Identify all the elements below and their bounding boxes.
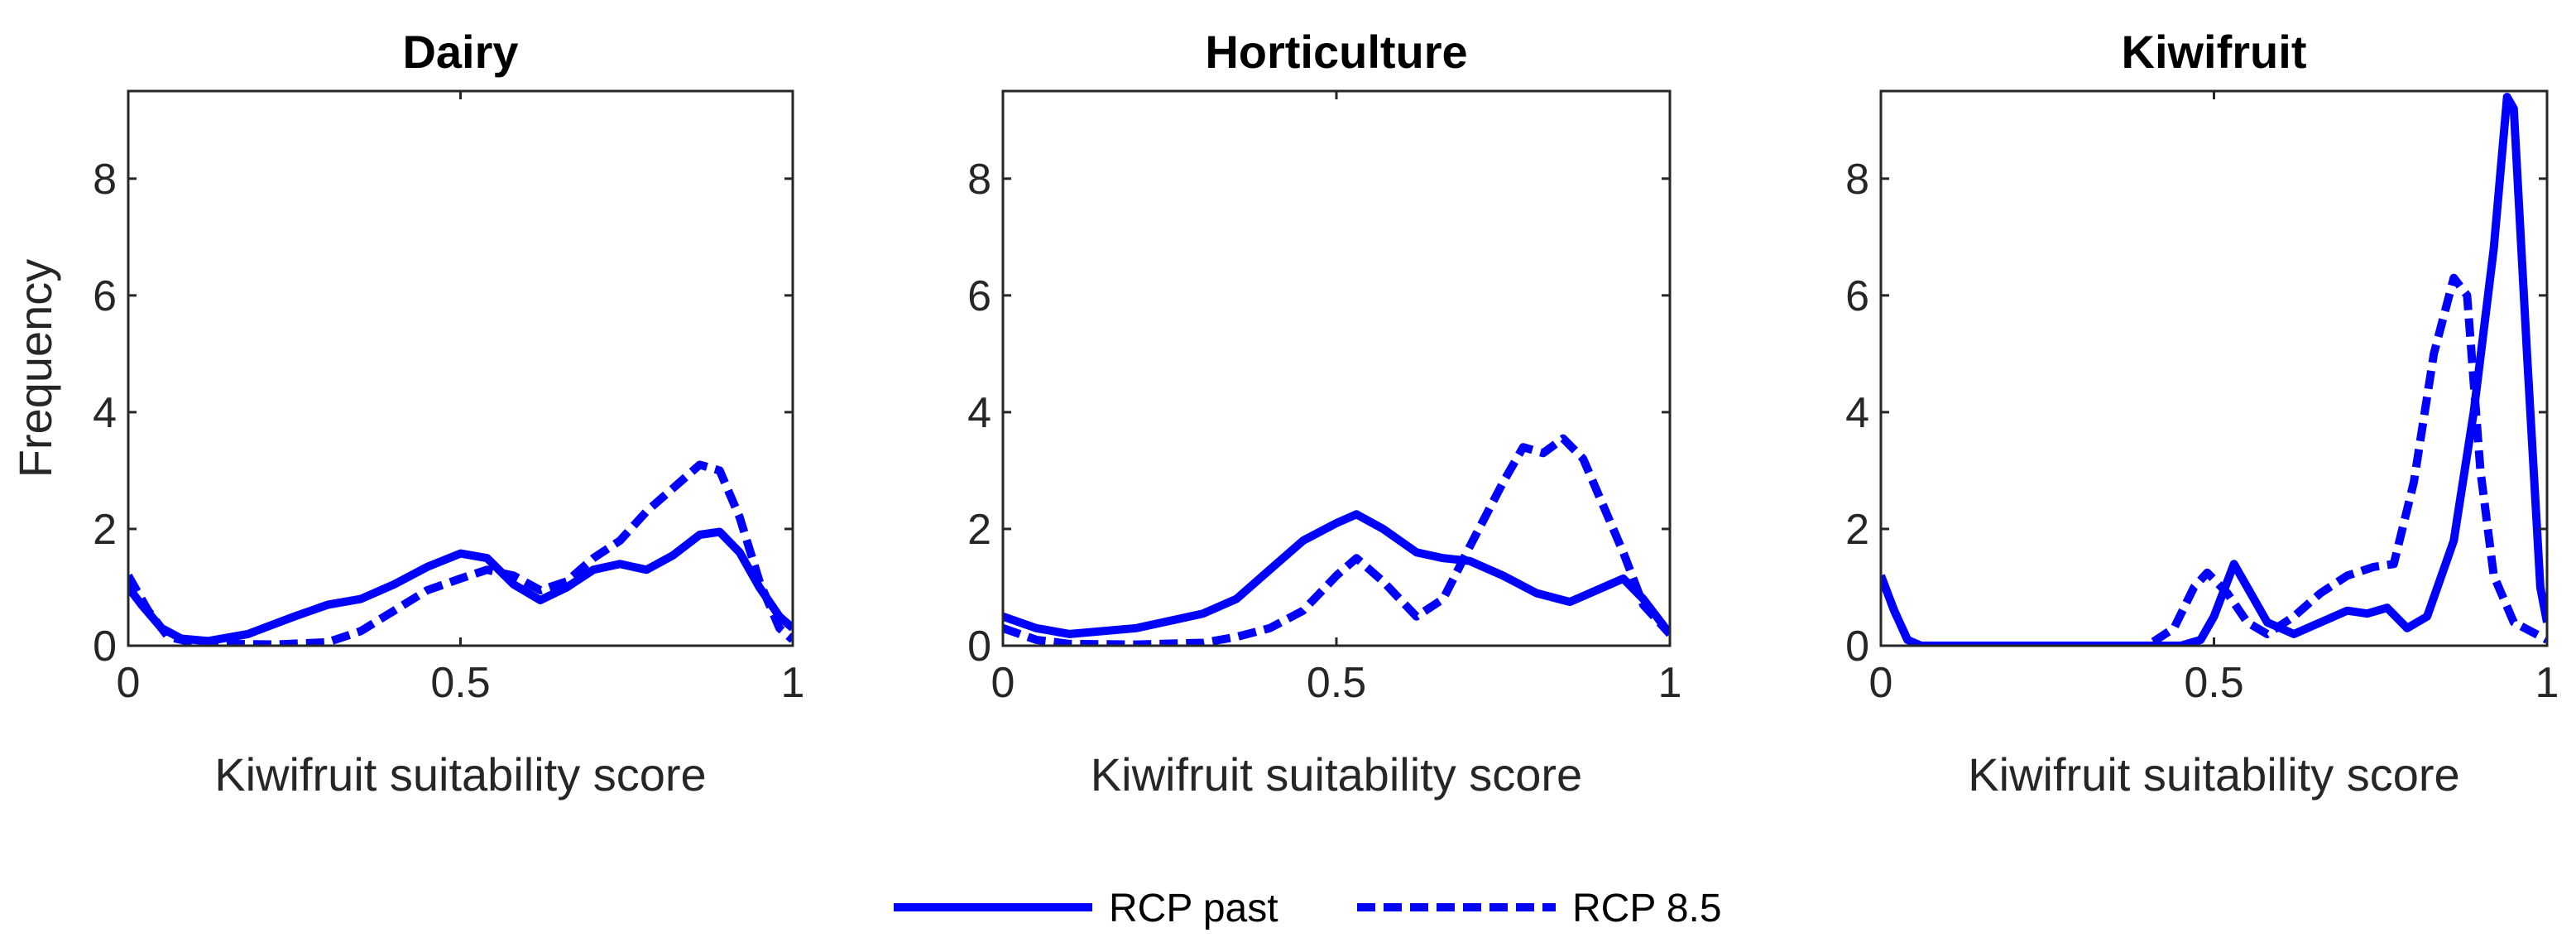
y-tick-label: 6 [93,272,117,320]
y-tick-label: 8 [93,156,117,204]
y-tick-label: 6 [1845,272,1869,320]
y-tick-label: 2 [93,506,117,554]
x-tick-label: 1 [2535,659,2559,707]
legend-label-rcp-85: RCP 8.5 [1572,887,1722,930]
y-tick-label: 2 [967,506,991,554]
y-tick-label: 2 [1845,506,1869,554]
x-tick-label: 1 [1658,659,1682,707]
y-tick-label: 0 [967,623,991,671]
y-tick-label: 4 [1845,389,1869,437]
x-tick-label: 0.5 [2184,659,2243,707]
x-tick-label: 1 [781,659,805,707]
series-line-rcp-85-kiwifruit [1881,273,2547,646]
x-axis-label-horticulture: Kiwifruit suitability score [1091,748,1582,801]
panel-kiwifruit: Kiwifruit 0 0.5 1 0 2 4 6 8 Kiwifruit suitability… [1845,26,2559,801]
y-tick-label: 0 [93,623,117,671]
y-tick-label: 0 [1845,623,1869,671]
series-line-rcp-85-horticulture [1003,434,1670,646]
panel-horticulture: Horticulture 0 0.5 1 0 2 4 6 8 Kiwifruit suitabil… [967,26,1681,801]
x-tick-label: 0 [1869,659,1893,707]
series-line-rcp-past-horticulture [1003,510,1670,638]
panel-dairy: Dairy 0 0.5 1 0 2 4 6 8 Kiwifruit suitability sco… [9,26,804,801]
series-line-rcp-past-dairy [128,527,793,646]
y-tick-label: 8 [1845,156,1869,204]
y-tick-label: 4 [93,389,117,437]
legend: RCP past RCP 8.5 [861,877,1796,935]
y-axis-label: Frequency [9,259,61,478]
x-tick-label: 0.5 [1307,659,1366,707]
x-tick-label: 0 [117,659,141,707]
y-tick-label: 4 [967,389,991,437]
panel-title-kiwifruit: Kiwifruit [2122,26,2307,78]
legend-label-rcp-past: RCP past [1109,887,1278,930]
panel-title-horticulture: Horticulture [1205,26,1467,78]
y-tick-label: 6 [967,272,991,320]
plot-frame-horticulture [1001,89,1672,647]
x-axis-label-kiwifruit: Kiwifruit suitability score [1968,748,2459,801]
series-line-rcp-85-dairy [128,460,793,646]
x-tick-label: 0 [991,659,1015,707]
panel-title-dairy: Dairy [402,26,518,78]
series-line-rcp-past-kiwifruit [1881,93,2547,646]
plot-frame-dairy [127,89,794,647]
x-tick-label: 0.5 [430,659,490,707]
y-tick-label: 8 [967,156,991,204]
x-axis-label-dairy: Kiwifruit suitability score [214,748,706,801]
